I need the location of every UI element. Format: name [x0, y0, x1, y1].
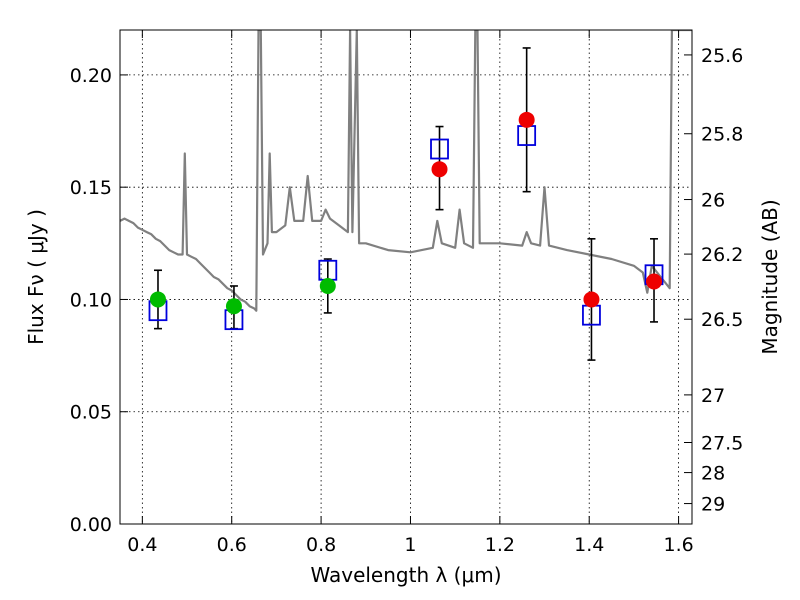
x-axis: 0.4 0.6 0.8 1 1.2 1.4 1.6: [127, 30, 694, 556]
y2-tick-label: 28: [701, 463, 725, 485]
y2-tick-label: 27: [701, 385, 725, 407]
points-group: [149, 111, 663, 315]
nir-point: [583, 291, 600, 308]
spectrum-line: [120, 30, 692, 312]
x-tick-label: 0.4: [127, 534, 157, 556]
nir-point: [431, 161, 448, 178]
y2-tick-label: 25.6: [701, 45, 743, 67]
y2-tick-label: 29: [701, 494, 725, 516]
plot-area: [120, 30, 692, 524]
y-axis-title: Flux Fν ( μJy ): [24, 209, 48, 345]
x-tick-label: 0.6: [217, 534, 247, 556]
x-tick-label: 1.4: [574, 534, 604, 556]
y2-tick-label: 27.5: [701, 432, 743, 454]
x-axis-title: Wavelength λ (μm): [310, 563, 501, 587]
y-tick-label: 0.20: [70, 65, 112, 87]
y-tick-label: 0.05: [70, 402, 112, 424]
optical-point: [149, 291, 166, 308]
y2-axis-title: Magnitude (AB): [758, 199, 782, 354]
x-tick-label: 1.6: [663, 534, 693, 556]
optical-point: [319, 277, 336, 294]
x-tick-label: 0.8: [306, 534, 336, 556]
model-box: [430, 138, 449, 160]
optical-point: [225, 298, 242, 315]
spectrum-group: [120, 30, 692, 312]
y-tick-label: 0.15: [70, 177, 112, 199]
y2-tick-label: 25.8: [701, 124, 743, 146]
y2-tick-label: 26.2: [701, 244, 743, 266]
x-tick-label: 1.2: [485, 534, 515, 556]
y2-axis: 25.6 25.8 26 26.2 26.5 27 27.5 28 29: [684, 45, 743, 516]
y-axis: 0.00 0.05 0.10 0.15 0.20: [70, 65, 128, 536]
x-tick-label: 1: [404, 534, 416, 556]
y2-tick-label: 26: [701, 190, 725, 212]
y-tick-label: 0.00: [70, 514, 112, 536]
nir-point: [646, 273, 663, 290]
y-tick-label: 0.10: [70, 289, 112, 311]
y2-tick-label: 26.5: [701, 309, 743, 331]
nir-point: [518, 111, 535, 128]
plot-frame: [119, 29, 693, 525]
